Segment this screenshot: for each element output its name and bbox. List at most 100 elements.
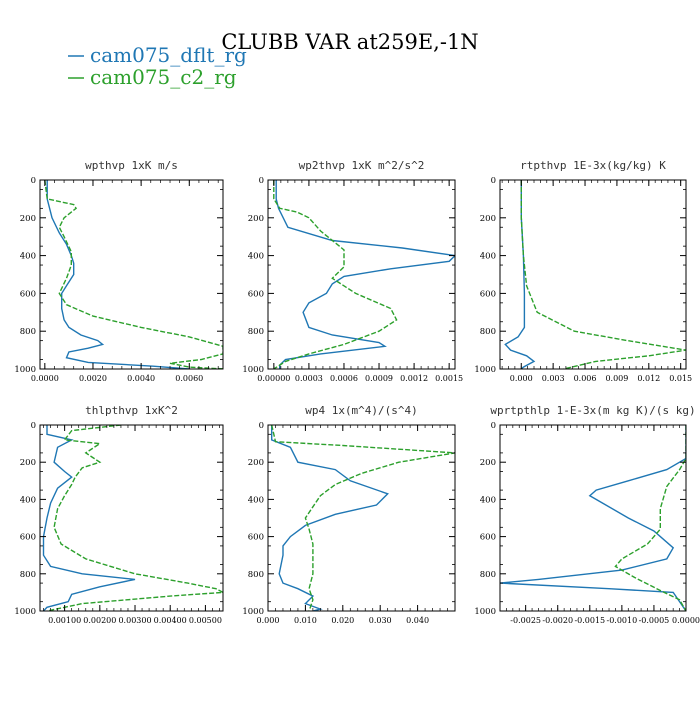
y-tick-label: 800 bbox=[480, 570, 496, 580]
y-tick-label: 800 bbox=[20, 570, 36, 580]
y-tick-label: 0 bbox=[491, 176, 496, 186]
x-tick-label: 0.009 bbox=[605, 374, 628, 383]
y-tick-label: 200 bbox=[248, 214, 264, 224]
y-tick-label: 600 bbox=[248, 289, 264, 299]
x-tick-label: 0.00200 bbox=[83, 616, 116, 625]
y-tick-label: 200 bbox=[480, 458, 496, 468]
y-tick-label: 600 bbox=[248, 533, 264, 543]
y-tick-label: 0 bbox=[259, 176, 264, 186]
series-line bbox=[273, 180, 398, 369]
series-line bbox=[46, 425, 223, 611]
x-tick-label: 0.00000 bbox=[257, 374, 290, 383]
x-tick-label: 0.0012 bbox=[400, 374, 428, 383]
y-tick-label: 0 bbox=[31, 421, 36, 431]
series-line bbox=[504, 180, 536, 369]
y-tick-label: 0 bbox=[31, 176, 36, 186]
plot-frame bbox=[39, 424, 224, 612]
x-tick-label: -0.0005 bbox=[639, 616, 670, 625]
y-tick-label: 1000 bbox=[242, 365, 264, 375]
y-tick-label: 200 bbox=[480, 214, 496, 224]
x-tick-label: 0.0060 bbox=[175, 374, 203, 383]
plot-frame bbox=[499, 424, 687, 612]
x-tick-label: 0.0040 bbox=[127, 374, 155, 383]
series-line bbox=[520, 180, 686, 369]
y-tick-label: 600 bbox=[480, 289, 496, 299]
x-tick-label: 0.003 bbox=[542, 374, 565, 383]
x-tick-label: 0.0000 bbox=[672, 616, 700, 625]
series-line bbox=[275, 180, 455, 369]
x-tick-label: 0.040 bbox=[406, 616, 429, 625]
y-tick-label: 0 bbox=[491, 421, 496, 431]
y-tick-label: 400 bbox=[248, 252, 264, 262]
y-tick-label: 800 bbox=[248, 570, 264, 580]
plot-frame bbox=[499, 179, 687, 370]
series-line bbox=[271, 425, 389, 611]
panel-title: wp4 1x(m^4)/(s^4) bbox=[305, 404, 418, 417]
legend-label: cam075_dflt_rg bbox=[90, 43, 247, 67]
x-tick-label: 0.0006 bbox=[330, 374, 358, 383]
x-tick-label: 0.0015 bbox=[435, 374, 463, 383]
series-line bbox=[500, 425, 686, 611]
x-tick-label: 0.010 bbox=[294, 616, 317, 625]
x-tick-label: 0.020 bbox=[331, 616, 354, 625]
x-tick-label: -0.0010 bbox=[607, 616, 638, 625]
plot-frame bbox=[267, 424, 456, 612]
series-line bbox=[42, 425, 136, 611]
y-tick-label: 800 bbox=[248, 327, 264, 337]
series-line bbox=[271, 425, 455, 611]
x-tick-label: 0.00100 bbox=[48, 616, 81, 625]
x-tick-label: -0.0025 bbox=[510, 616, 541, 625]
x-tick-label: 0.00500 bbox=[189, 616, 222, 625]
x-tick-label: 0.0020 bbox=[79, 374, 107, 383]
y-tick-label: 600 bbox=[20, 289, 36, 299]
x-tick-label: 0.0000 bbox=[31, 374, 59, 383]
y-tick-label: 1000 bbox=[14, 365, 36, 375]
y-tick-label: 600 bbox=[20, 533, 36, 543]
figure-title: CLUBB VAR at259E,-1N bbox=[221, 30, 478, 54]
series-line bbox=[44, 180, 223, 369]
x-tick-label: 0.0009 bbox=[365, 374, 393, 383]
y-tick-label: 800 bbox=[480, 327, 496, 337]
x-tick-label: 0.030 bbox=[369, 616, 392, 625]
y-tick-label: 0 bbox=[259, 421, 264, 431]
y-tick-label: 200 bbox=[20, 458, 36, 468]
y-tick-label: 400 bbox=[480, 495, 496, 505]
y-tick-label: 800 bbox=[20, 327, 36, 337]
y-tick-label: 600 bbox=[480, 533, 496, 543]
plot-frame bbox=[267, 179, 456, 370]
x-tick-label: 0.000 bbox=[510, 374, 533, 383]
x-tick-label: -0.0015 bbox=[574, 616, 605, 625]
series-line bbox=[46, 180, 190, 369]
series-line bbox=[614, 425, 686, 611]
x-tick-label: 0.015 bbox=[669, 374, 692, 383]
y-tick-label: 400 bbox=[480, 252, 496, 262]
panel-title: rtpthvp 1E-3x(kg/kg) K bbox=[520, 159, 666, 172]
x-tick-label: -0.0020 bbox=[542, 616, 573, 625]
panel-title: wp2thvp 1xK m^2/s^2 bbox=[299, 159, 425, 172]
x-tick-label: 0.00400 bbox=[154, 616, 187, 625]
y-tick-label: 400 bbox=[248, 495, 264, 505]
chart-panel: wprtpthlp 1-E-3x(m kg K)/(s kg) 0 200 400 60… bbox=[474, 404, 700, 625]
x-tick-label: 0.012 bbox=[637, 374, 660, 383]
y-tick-label: 200 bbox=[248, 458, 264, 468]
x-tick-label: 0.0003 bbox=[295, 374, 323, 383]
y-tick-label: 200 bbox=[20, 214, 36, 224]
y-tick-label: 1000 bbox=[474, 607, 496, 617]
panel-title: wpthvp 1xK m/s bbox=[85, 159, 178, 172]
y-tick-label: 1000 bbox=[474, 365, 496, 375]
y-tick-label: 400 bbox=[20, 495, 36, 505]
chart-panel: rtpthvp 1E-3x(kg/kg) K 0 200 400 600 800 1000 0… bbox=[474, 159, 692, 383]
panel-title: thlpthvp 1xK^2 bbox=[85, 404, 178, 417]
x-tick-label: 0.006 bbox=[574, 374, 597, 383]
y-tick-label: 1000 bbox=[14, 607, 36, 617]
chart-panel: wp2thvp 1xK m^2/s^2020040060080010000.00… bbox=[242, 159, 463, 383]
legend-label: cam075_c2_rg bbox=[90, 65, 237, 89]
y-tick-label: 400 bbox=[20, 252, 36, 262]
x-tick-label: 0.000 bbox=[257, 616, 280, 625]
